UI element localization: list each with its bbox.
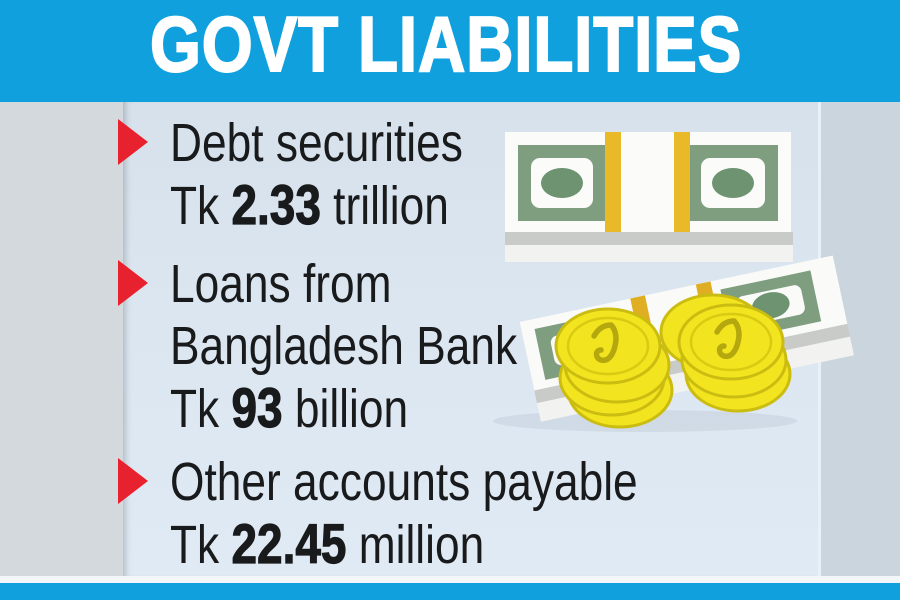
amount-unit: trillion [333,176,449,236]
banknote-bundle-top-icon [505,132,793,262]
amount-value: 22.45 [231,512,347,575]
header-bar: GOVT LIABILITIES [0,0,900,102]
liability-item-debt-securities: Debt securities Tk 2.33 trillion [118,112,527,237]
bullet-arrow-icon [118,260,148,306]
cash-and-coins-illustration [493,132,854,432]
item-label: Loans from [170,254,392,314]
taka-symbol-icon [714,318,742,360]
left-margin [0,102,123,576]
coin-stack-left-icon [554,307,674,429]
item-amount: Tk 93 billion [170,376,517,440]
footer-bar [0,583,900,600]
liability-item-other-accounts-payable: Other accounts payable Tk 22.45 million [118,451,740,576]
liability-item-bangladesh-bank-loans: Loans from Bangladesh Bank Tk 93 billion [118,253,593,440]
amount-value: 93 [231,376,283,439]
currency-prefix: Tk [170,515,220,575]
taka-symbol-icon [591,322,619,364]
currency-prefix: Tk [170,176,220,236]
bullet-arrow-icon [118,119,148,165]
item-amount: Tk 2.33 trillion [170,173,463,237]
currency-prefix: Tk [170,379,220,439]
item-label: Debt securities [170,113,463,173]
amount-value: 2.33 [231,173,321,236]
footer-strip [0,576,900,583]
item-label: Bangladesh Bank [170,316,518,376]
coin-stack-right-icon [659,293,792,413]
amount-unit: billion [294,379,409,439]
amount-unit: million [358,515,485,575]
page-title: GOVT LIABILITIES [149,0,743,88]
bullet-arrow-icon [118,458,148,504]
item-label: Other accounts payable [170,452,638,512]
item-amount: Tk 22.45 million [170,512,638,576]
